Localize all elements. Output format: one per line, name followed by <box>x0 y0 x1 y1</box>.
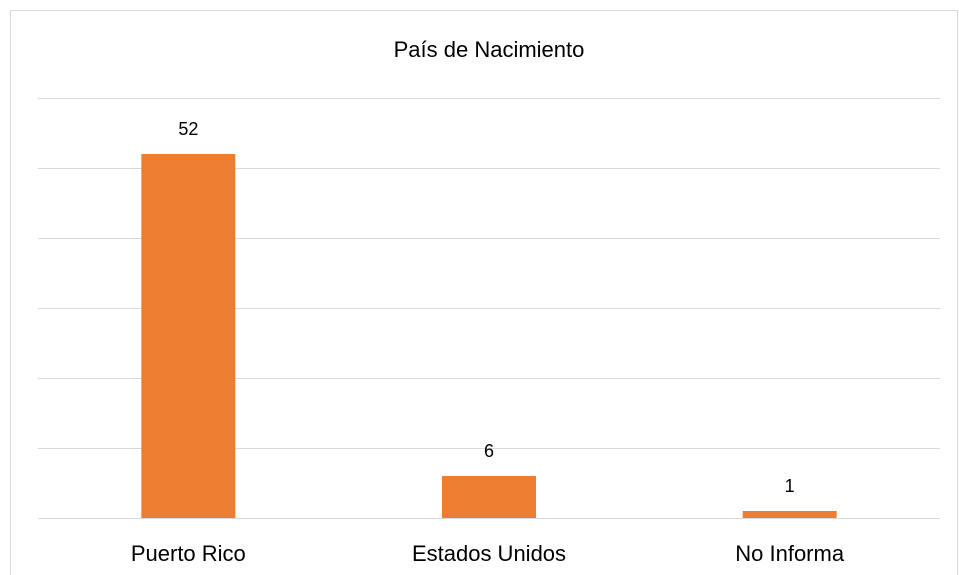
bar <box>742 511 837 518</box>
x-tick-label: Estados Unidos <box>412 541 566 566</box>
data-label: 1 <box>785 476 795 496</box>
x-tick-label: Puerto Rico <box>131 541 246 566</box>
data-label: 52 <box>178 119 198 139</box>
chart-title: País de Nacimiento <box>394 37 585 62</box>
bar <box>442 476 536 518</box>
data-label: 6 <box>484 441 494 461</box>
x-tick-label: No Informa <box>735 541 845 566</box>
bar <box>141 154 236 518</box>
